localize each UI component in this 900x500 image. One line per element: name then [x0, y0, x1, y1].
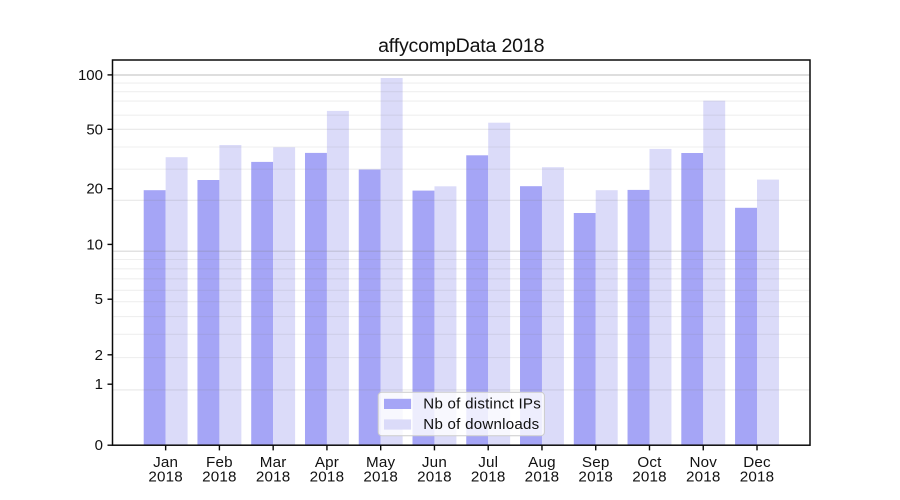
- svg-text:May: May: [366, 454, 395, 471]
- svg-text:5: 5: [95, 291, 103, 308]
- svg-text:Jun: Jun: [422, 454, 447, 471]
- svg-text:Jul: Jul: [478, 454, 498, 471]
- svg-text:2018: 2018: [148, 469, 183, 486]
- svg-text:1: 1: [95, 376, 103, 393]
- svg-text:Oct: Oct: [637, 454, 662, 471]
- svg-text:2018: 2018: [417, 469, 452, 486]
- svg-text:2018: 2018: [686, 469, 721, 486]
- svg-text:2018: 2018: [310, 469, 345, 486]
- svg-text:2018: 2018: [525, 469, 560, 486]
- svg-text:0: 0: [95, 437, 103, 454]
- svg-text:2018: 2018: [256, 469, 291, 486]
- svg-text:Dec: Dec: [743, 454, 771, 471]
- svg-text:Jan: Jan: [153, 454, 178, 471]
- svg-text:2018: 2018: [363, 469, 398, 486]
- svg-text:50: 50: [86, 121, 103, 138]
- svg-text:Mar: Mar: [260, 454, 287, 471]
- svg-text:Nb of distinct IPs: Nb of distinct IPs: [423, 396, 541, 413]
- svg-text:2018: 2018: [632, 469, 667, 486]
- svg-text:Aug: Aug: [528, 454, 556, 471]
- svg-text:affycompData 2018: affycompData 2018: [378, 35, 544, 57]
- svg-text:2018: 2018: [740, 469, 775, 486]
- svg-text:Feb: Feb: [206, 454, 233, 471]
- svg-text:2018: 2018: [202, 469, 237, 486]
- svg-text:Apr: Apr: [315, 454, 339, 471]
- svg-text:10: 10: [86, 236, 103, 253]
- svg-text:Nov: Nov: [689, 454, 717, 471]
- svg-text:2018: 2018: [471, 469, 506, 486]
- svg-text:2018: 2018: [578, 469, 613, 486]
- svg-text:Nb of downloads: Nb of downloads: [423, 416, 539, 433]
- svg-text:2: 2: [95, 347, 103, 364]
- svg-text:100: 100: [78, 67, 103, 84]
- svg-text:Sep: Sep: [582, 454, 610, 471]
- svg-text:20: 20: [86, 181, 103, 198]
